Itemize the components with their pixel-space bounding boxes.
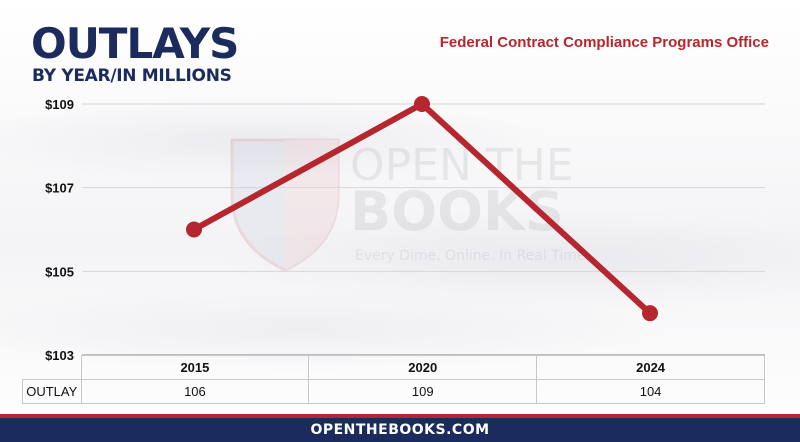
y-axis-ticks: $103$105$107$109 (45, 97, 74, 363)
agency-name: Federal Contract Compliance Programs Off… (439, 34, 769, 51)
table-corner (22, 355, 82, 380)
data-point-2020 (414, 96, 430, 112)
watermark-line2: BOOKS (350, 180, 564, 243)
table-cell-2024: 104 (536, 379, 765, 404)
data-table: 2015 2020 2024 OUTLAY 106 109 104 (22, 355, 765, 404)
table-header-2020: 2020 (308, 355, 538, 380)
background (0, 0, 800, 415)
page-title: OUTLAYS (31, 19, 239, 68)
watermark-tagline: Every Dime. Online. In Real Time. (355, 248, 590, 264)
table-header-2024: 2024 (536, 355, 765, 380)
table-cell-2020: 109 (308, 379, 538, 404)
series-line (186, 96, 658, 322)
y-tick-label: $107 (45, 181, 74, 196)
page-subtitle: BY YEAR/IN MILLIONS (32, 66, 232, 86)
data-point-2015 (186, 221, 202, 238)
y-tick-label: $109 (45, 97, 74, 112)
table-cell-2015: 106 (80, 379, 310, 404)
footer-bar: OPENTHEBOOKS.COM (0, 414, 800, 442)
watermark-line1: OPEN THE (350, 140, 574, 191)
shield-icon (230, 138, 340, 272)
table-header-row: 2015 2020 2024 (22, 355, 765, 380)
data-point-2024 (642, 305, 658, 322)
table-row: OUTLAY 106 109 104 (22, 379, 765, 404)
table-header-2015: 2015 (80, 355, 310, 380)
footer-url[interactable]: OPENTHEBOOKS.COM (310, 422, 490, 438)
table-row-label: OUTLAY (22, 379, 82, 404)
y-tick-label: $105 (45, 264, 74, 279)
